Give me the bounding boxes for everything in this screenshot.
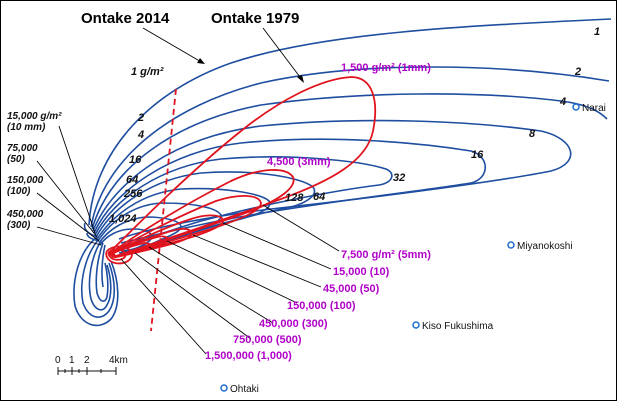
contour-4	[91, 93, 608, 230]
label-4-right: 4	[559, 96, 566, 108]
label-1979-450000: 450,000 (300)	[259, 318, 328, 330]
contours-2014	[73, 18, 612, 327]
label-1979-1500: 1,500 g/m² (1mm)	[341, 62, 431, 74]
contour-2	[90, 66, 610, 228]
towns: Narai Miyanokoshi Kiso Fukushima Ohtaki	[220, 103, 606, 395]
leader-45000	[192, 234, 322, 288]
label-16-right: 16	[471, 149, 484, 161]
left-labels: 15,000 g/m² (10 mm) 75,000 (50) 150,000 …	[6, 111, 62, 231]
leader-lines	[36, 27, 340, 355]
label-64-right: 64	[313, 191, 325, 203]
contour-south-b	[80, 238, 116, 318]
leader-750000	[134, 252, 252, 340]
left-label-75000-a: 75,000	[7, 143, 38, 154]
label-16-left: 16	[129, 154, 142, 166]
contour-south-e	[101, 244, 106, 288]
left-label-75000-b: (50)	[7, 154, 25, 165]
contour-south-d	[95, 242, 109, 302]
leader-arrowheads	[197, 58, 304, 83]
left-label-15000-a: 15,000 g/m²	[7, 111, 62, 122]
scale-tick-1: 1	[69, 355, 75, 366]
leader-150000	[166, 240, 298, 304]
town-kiso-fukushima: Kiso Fukushima	[422, 321, 494, 332]
leader-15000-left	[58, 125, 96, 234]
town-ohtaki: Ohtaki	[230, 384, 259, 395]
left-label-150000-a: 150,000	[7, 175, 44, 186]
label-1979-750000: 750,000 (500)	[233, 334, 302, 346]
town-marker-miyanokoshi	[507, 241, 515, 249]
scale-tick-2: 2	[84, 355, 90, 366]
contour-south-a	[73, 236, 119, 327]
scale-bar: 0 1 2 4km	[55, 355, 128, 375]
leader-450000-left	[36, 226, 102, 246]
left-label-15000-b: (10 mm)	[7, 122, 46, 133]
label-4-left: 4	[137, 129, 144, 141]
label-1979-150000: 150,000 (100)	[287, 300, 356, 312]
town-marker-ohtaki	[220, 384, 228, 392]
label-1-left: 1 g/m²	[131, 66, 164, 78]
label-2-left: 2	[137, 112, 144, 124]
label-64-left: 64	[126, 174, 138, 186]
label-32: 32	[393, 172, 405, 184]
contour-south-c	[88, 240, 112, 311]
town-marker-narai	[572, 103, 580, 111]
scale-bar-lines	[57, 367, 117, 375]
contour-1979-450000	[111, 242, 152, 259]
contour-128	[96, 187, 271, 254]
contour-32	[94, 156, 393, 248]
contour-labels-2014: 1 1 g/m² 2 2 4 4 8 16 16 32 64 64 128 25…	[109, 26, 600, 225]
left-label-450000-a: 450,000	[6, 209, 44, 220]
leader-75000-left	[36, 160, 98, 238]
leader-150000-left	[36, 192, 100, 242]
contour-1979-4500	[109, 169, 295, 259]
contour-8	[92, 119, 572, 240]
contour-labels-1979: 1,500 g/m² (1mm) 4,500 (3mm) 7,500 g/m² …	[205, 62, 431, 362]
contour-west-a	[83, 222, 98, 238]
leader-450000	[148, 246, 274, 324]
label-1979-7500: 7,500 g/m² (5mm)	[341, 249, 431, 261]
contours-1979	[105, 76, 377, 265]
town-narai: Narai	[582, 103, 606, 114]
label-1979-1500000: 1,500,000 (1,000)	[205, 350, 292, 362]
dashed-axis-line	[150, 88, 177, 332]
leader-1500000	[120, 258, 207, 355]
label-2-right: 2	[574, 66, 581, 78]
title-ontake-1979: Ontake 1979	[211, 10, 299, 27]
left-label-450000-b: (300)	[7, 220, 31, 231]
label-8: 8	[529, 128, 536, 140]
leader-15000	[222, 222, 332, 270]
label-1-right: 1	[594, 26, 600, 38]
contour-1	[88, 18, 612, 226]
town-miyanokoshi: Miyanokoshi	[517, 241, 573, 252]
label-128: 128	[285, 192, 304, 204]
arrowhead-2014	[197, 58, 205, 64]
label-256: 256	[123, 188, 143, 200]
leader-1979	[262, 27, 304, 82]
town-marker-kiso	[412, 321, 420, 329]
contour-1979-vent-b	[107, 248, 127, 261]
label-1979-15000: 15,000 (10)	[333, 266, 390, 278]
label-1979-4500: 4,500 (3mm)	[267, 156, 331, 168]
contour-1979-vent-a	[105, 245, 133, 265]
contour-1979-1500	[107, 76, 377, 259]
left-label-150000-b: (100)	[7, 186, 31, 197]
title-ontake-2014: Ontake 2014	[81, 10, 170, 27]
contour-west-b	[86, 232, 100, 242]
scale-tick-4km: 4km	[109, 355, 128, 366]
scale-tick-0: 0	[55, 355, 61, 366]
label-1024: 1,024	[109, 213, 137, 225]
arrowhead-1979	[297, 75, 304, 83]
leader-2014	[142, 27, 204, 64]
label-1979-45000: 45,000 (50)	[323, 283, 380, 295]
leader-7500	[262, 204, 340, 252]
